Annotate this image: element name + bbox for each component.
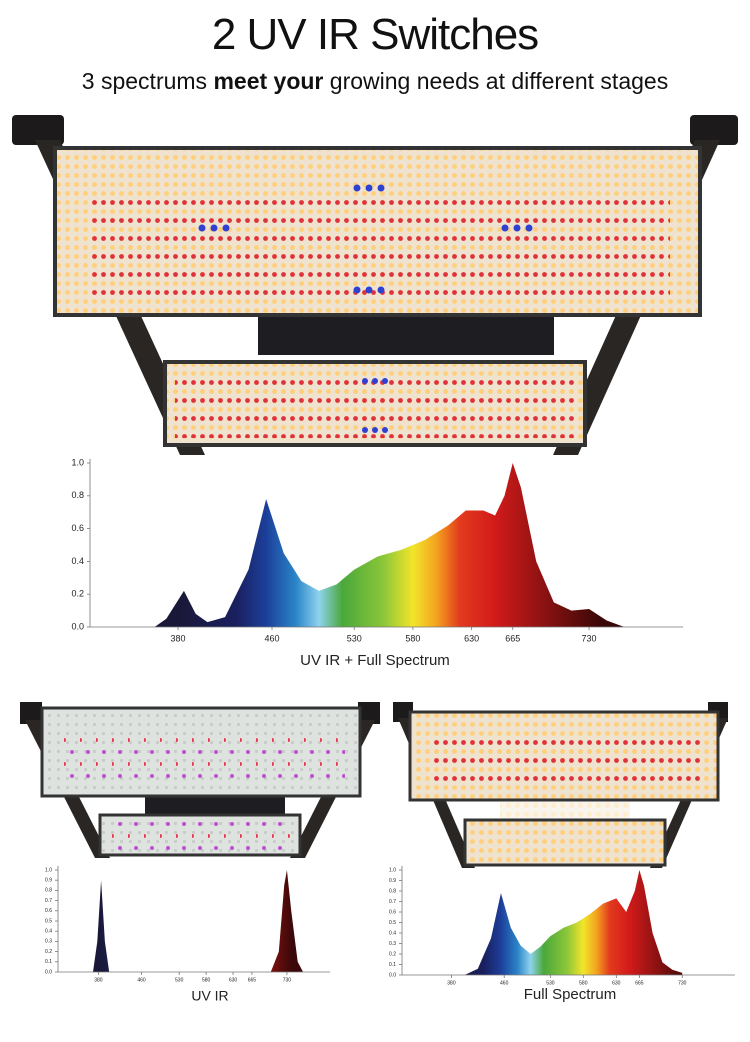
y-tick-label: 0.1 [389, 962, 396, 968]
y-tick-label: 0.7 [45, 898, 52, 904]
y-tick-label: 0.6 [45, 908, 52, 914]
y-tick-label: 0.5 [45, 918, 52, 924]
lamp-photo [393, 702, 728, 868]
y-tick-label: 0.6 [389, 909, 396, 915]
x-tick-label: 630 [229, 977, 238, 983]
y-tick-label: 0.9 [45, 878, 52, 884]
y-tick-label: 0.9 [389, 878, 396, 884]
y-tick-label: 0.0 [389, 972, 396, 978]
x-tick-label: 580 [579, 980, 588, 986]
y-tick-label: 0.4 [71, 556, 84, 566]
x-tick-label: 730 [678, 980, 687, 986]
x-tick-label: 665 [248, 977, 257, 983]
spectrum-area [464, 870, 683, 975]
y-tick-label: 0.0 [45, 969, 52, 975]
x-tick-label: 580 [202, 977, 211, 983]
x-tick-label: 665 [635, 980, 644, 986]
spectrum-area [93, 870, 304, 972]
chart-caption: Full Spectrum [524, 986, 617, 1003]
y-tick-label: 0.1 [45, 959, 52, 965]
subtitle-text: growing needs at different stages [329, 68, 669, 94]
y-tick-label: 0.2 [45, 949, 52, 955]
subtitle-bold: meet your [213, 68, 324, 94]
x-tick-label: 380 [94, 977, 103, 983]
x-tick-label: 460 [137, 977, 146, 983]
subtitle-text: 3 spectrums [81, 68, 208, 94]
x-tick-label: 530 [347, 633, 362, 643]
x-tick-label: 460 [264, 633, 279, 643]
page-title: 2 UV IR Switches [211, 10, 539, 59]
lamp-photo [20, 702, 380, 858]
x-tick-label: 630 [612, 980, 621, 986]
y-tick-label: 1.0 [45, 867, 52, 873]
chart-caption: UV IR [191, 988, 228, 1004]
y-tick-label: 1.0 [389, 867, 396, 873]
subtitle: 3 spectrums meet your growing needs at d… [0, 68, 750, 95]
y-tick-label: 0.6 [71, 523, 84, 533]
chart-caption: UV IR + Full Spectrum [300, 652, 450, 669]
x-tick-label: 730 [582, 633, 597, 643]
x-tick-label: 460 [500, 980, 509, 986]
y-tick-label: 0.2 [71, 589, 84, 599]
y-tick-label: 0.4 [45, 929, 52, 935]
spectrum-area [154, 463, 625, 627]
x-tick-label: 530 [546, 980, 555, 986]
x-tick-label: 580 [405, 633, 420, 643]
y-tick-label: 0.8 [45, 888, 52, 894]
y-tick-label: 0.3 [45, 939, 52, 945]
y-tick-label: 0.5 [389, 920, 396, 926]
y-tick-label: 1.0 [71, 457, 84, 467]
y-tick-label: 0.0 [71, 621, 84, 631]
y-tick-label: 0.2 [389, 951, 396, 957]
x-tick-label: 380 [447, 980, 456, 986]
y-tick-label: 0.3 [389, 941, 396, 947]
x-tick-label: 665 [505, 633, 520, 643]
x-tick-label: 730 [283, 977, 292, 983]
y-tick-label: 0.8 [71, 490, 84, 500]
x-tick-label: 530 [175, 977, 184, 983]
y-tick-label: 0.4 [389, 930, 396, 936]
lamp-photo [12, 115, 738, 455]
x-tick-label: 380 [171, 633, 186, 643]
y-tick-label: 0.7 [389, 899, 396, 905]
y-tick-label: 0.8 [389, 888, 396, 894]
x-tick-label: 630 [464, 633, 479, 643]
